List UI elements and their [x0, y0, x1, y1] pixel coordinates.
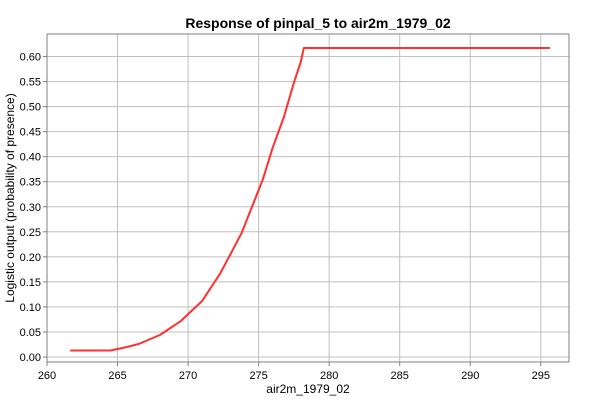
- x-axis-label: air2m_1979_02: [266, 382, 350, 396]
- plot-frame: [46, 33, 570, 363]
- y-tick-label: 0.60: [20, 52, 41, 64]
- series-layer: [70, 47, 551, 352]
- x-tick-label: 290: [461, 370, 479, 382]
- x-tick-label: 265: [108, 370, 126, 382]
- x-tick-label: 295: [532, 370, 550, 382]
- x-tick-label: 280: [320, 370, 338, 382]
- y-tick-label: 0.45: [20, 127, 41, 139]
- x-tick-label: 270: [179, 370, 197, 382]
- y-tick-label: 0.15: [20, 277, 41, 289]
- grid-layer: [46, 34, 569, 362]
- y-tick-label: 0.50: [20, 102, 41, 114]
- y-tick-label: 0.40: [20, 152, 41, 164]
- y-tick-label: 0.35: [20, 177, 41, 189]
- y-tick-label: 0.20: [20, 252, 41, 264]
- y-tick-label: 0.10: [20, 302, 41, 314]
- x-tick-label: 285: [391, 370, 409, 382]
- y-tick-label: 0.00: [20, 352, 41, 364]
- x-tick-label: 275: [249, 370, 267, 382]
- response-curve-line: [70, 47, 551, 352]
- y-tick-label: 0.55: [20, 77, 41, 89]
- ticks-layer: 260 265 270 275 280 285 290 295 0.00 0.05 0.10 0.15…: [20, 52, 550, 382]
- y-axis-label: Logistic output (probability of presence…: [3, 93, 17, 302]
- y-tick-label: 0.05: [20, 327, 41, 339]
- chart-title: Response of pinpal_5 to air2m_1979_02: [185, 15, 451, 31]
- x-tick-label: 260: [38, 370, 56, 382]
- y-tick-label: 0.30: [20, 202, 41, 214]
- y-tick-label: 0.25: [20, 227, 41, 239]
